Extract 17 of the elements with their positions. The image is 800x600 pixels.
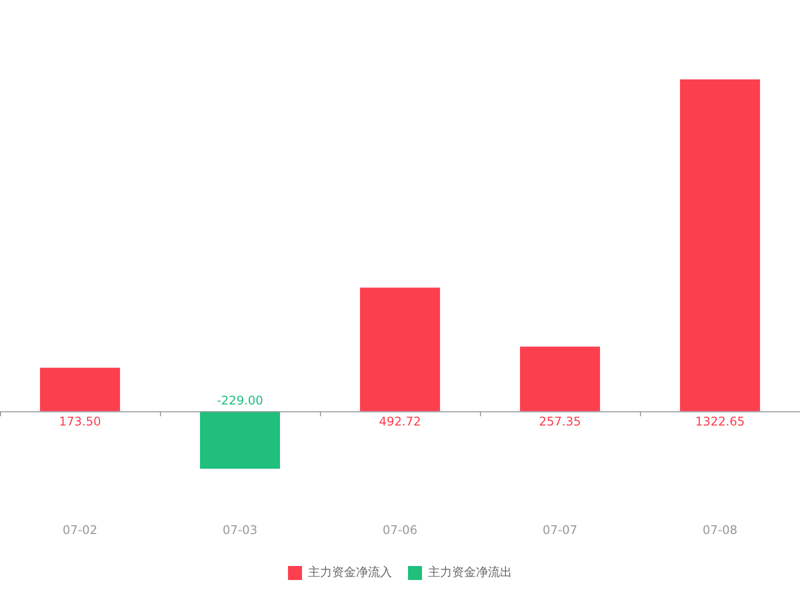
data-label: 257.35 bbox=[539, 414, 581, 428]
x-tick-label: 07-02 bbox=[62, 522, 98, 537]
bar bbox=[360, 288, 440, 412]
legend-label: 主力资金净流出 bbox=[428, 565, 512, 580]
x-tick-label: 07-03 bbox=[222, 522, 258, 537]
bar bbox=[200, 411, 280, 469]
bar bbox=[40, 368, 120, 412]
x-tick-label: 07-08 bbox=[702, 522, 738, 537]
data-label: 173.50 bbox=[59, 414, 101, 428]
x-tick-label: 07-06 bbox=[382, 522, 418, 537]
x-tick-label: 07-07 bbox=[542, 522, 578, 537]
bar bbox=[520, 346, 600, 412]
legend-label: 主力资金净流入 bbox=[308, 565, 392, 580]
data-label: 1322.65 bbox=[695, 414, 745, 428]
bar bbox=[680, 79, 760, 412]
data-label: 492.72 bbox=[379, 414, 421, 428]
data-label: -229.00 bbox=[216, 393, 264, 408]
